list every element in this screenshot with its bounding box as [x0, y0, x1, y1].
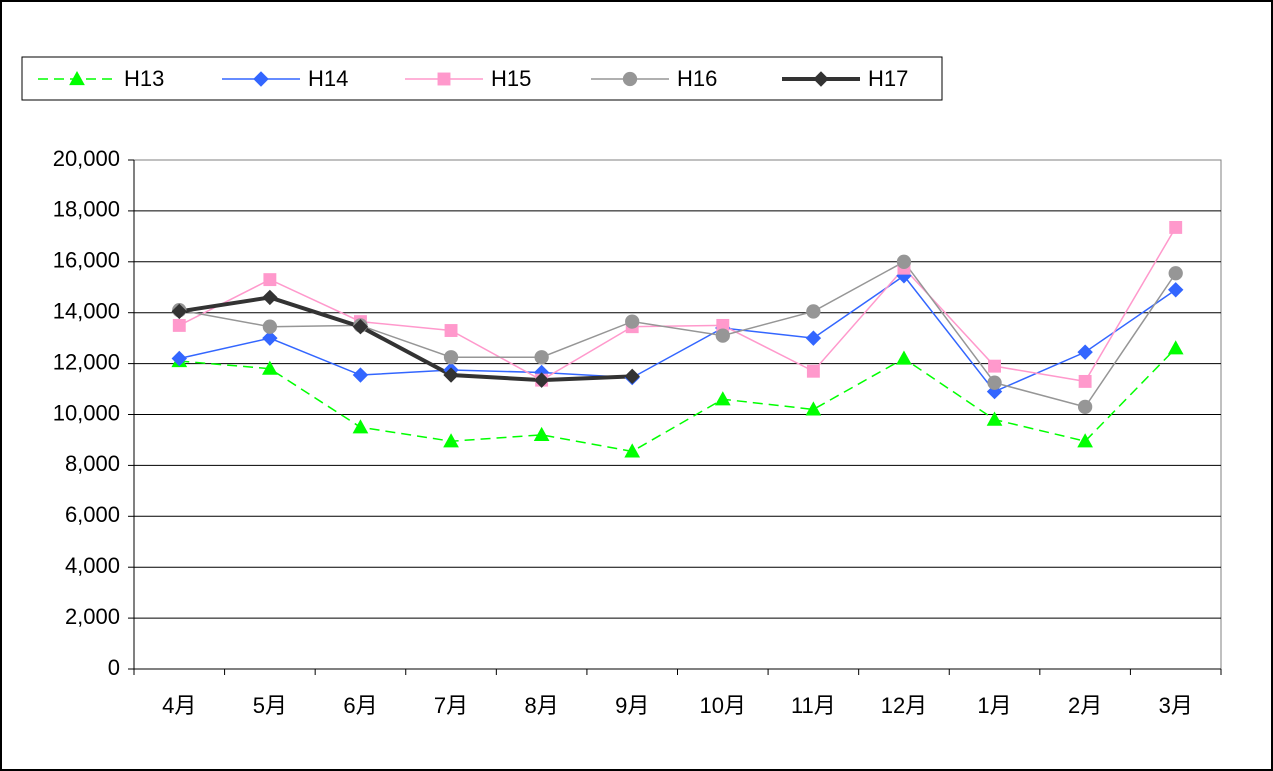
y-tick-label: 16,000 [53, 248, 120, 273]
point-marker [1169, 220, 1183, 234]
point-marker [1077, 344, 1093, 360]
point-marker [805, 330, 822, 346]
point-marker [715, 328, 730, 343]
x-tick-label: 2月 [1068, 693, 1102, 718]
point-marker [986, 411, 1003, 426]
y-tick-label: 18,000 [53, 197, 120, 222]
series-line [179, 347, 1177, 453]
point-marker [534, 350, 549, 365]
y-tick-label: 12,000 [53, 349, 120, 374]
point-marker [1168, 282, 1184, 298]
point-marker [444, 324, 458, 337]
x-tick-label: 7月 [434, 693, 468, 718]
legend-marker [69, 70, 85, 86]
x-tick-label: 8月 [525, 693, 559, 718]
series-line [178, 295, 633, 383]
y-tick-label: 2,000 [65, 604, 120, 629]
series-line [179, 260, 1177, 408]
point-marker [1167, 340, 1184, 355]
point-marker [533, 372, 550, 388]
y-tick-label: 0 [108, 655, 120, 680]
point-marker [714, 391, 731, 406]
y-tick-label: 14,000 [53, 299, 120, 324]
y-tick-label: 8,000 [65, 451, 120, 476]
point-marker [352, 419, 369, 434]
point-marker [987, 375, 1002, 390]
x-tick-label: 12月 [881, 693, 927, 718]
point-marker [1078, 374, 1092, 388]
point-marker [262, 360, 278, 375]
point-marker [624, 443, 641, 458]
legend-label: H14 [308, 66, 348, 91]
point-marker [262, 319, 278, 334]
point-marker [988, 359, 1001, 373]
point-marker [443, 350, 459, 365]
point-marker [171, 303, 187, 320]
y-tick-label: 6,000 [65, 502, 120, 527]
point-marker [443, 433, 459, 448]
point-marker [352, 367, 369, 383]
legend-label: H15 [491, 66, 531, 91]
legend-marker [437, 72, 451, 86]
point-marker [625, 314, 640, 329]
point-marker [896, 254, 912, 269]
x-tick-label: 11月 [791, 693, 836, 718]
point-marker [806, 304, 821, 319]
point-marker [262, 289, 278, 306]
legend-label: H13 [124, 66, 164, 91]
point-marker [443, 367, 459, 383]
series-line [179, 274, 1177, 393]
y-tick-label: 10,000 [53, 400, 120, 425]
x-tick-label: 1月 [977, 693, 1011, 718]
point-marker [171, 350, 187, 367]
point-marker [1168, 266, 1183, 281]
y-tick-label: 4,000 [65, 553, 120, 578]
point-marker [533, 426, 550, 441]
point-marker [352, 318, 369, 335]
point-marker [1077, 399, 1093, 415]
point-marker [172, 318, 186, 332]
point-marker [806, 364, 820, 378]
point-marker [263, 273, 277, 287]
point-marker [624, 368, 640, 385]
legend-label: H17 [868, 66, 908, 91]
series-line [178, 227, 1177, 383]
point-marker [805, 401, 822, 416]
legend-marker [813, 71, 829, 87]
x-tick-label: 4月 [162, 693, 196, 718]
y-tick-label: 20,000 [53, 146, 120, 171]
point-marker [896, 350, 912, 365]
x-tick-label: 5月 [253, 693, 287, 718]
legend-marker [622, 71, 638, 87]
x-tick-label: 9月 [615, 693, 649, 718]
legend-marker [253, 71, 269, 87]
x-tick-label: 10月 [700, 693, 746, 718]
x-tick-label: 6月 [343, 693, 377, 718]
legend-label: H16 [677, 66, 717, 91]
point-marker [1077, 433, 1093, 448]
x-tick-label: 3月 [1159, 693, 1193, 718]
point-marker [262, 330, 278, 346]
